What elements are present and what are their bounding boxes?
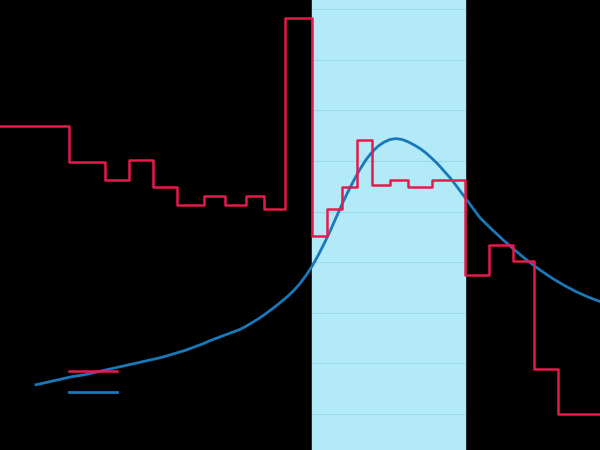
Bar: [312, 0, 465, 450]
